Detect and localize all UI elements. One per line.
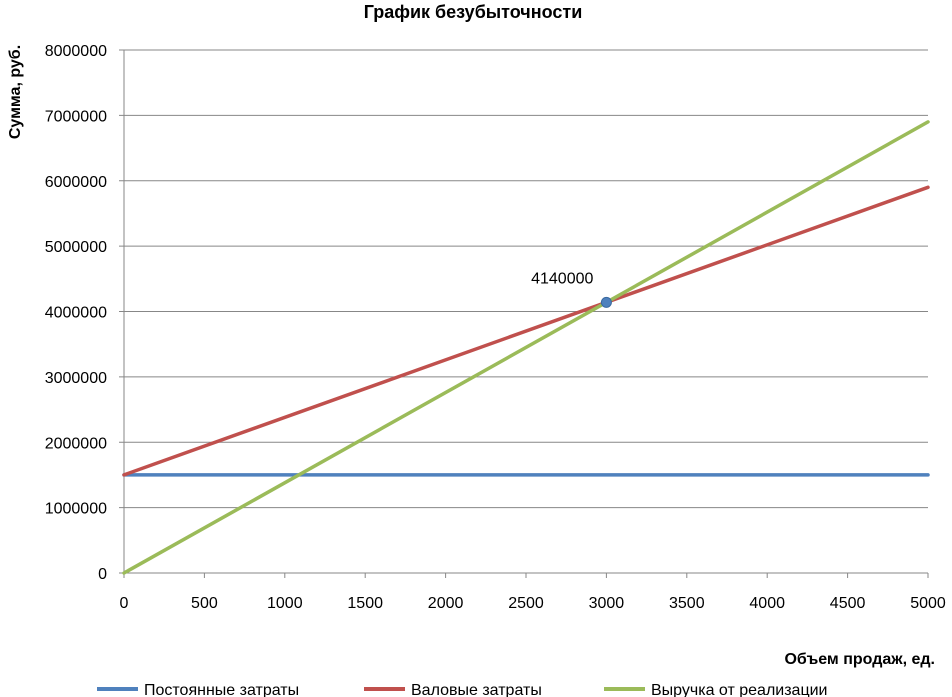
x-tick-label: 4000: [749, 595, 785, 612]
y-tick-label: 0: [98, 566, 107, 583]
y-tick-label: 3000000: [45, 370, 107, 387]
legend: Постоянные затраты Валовые затраты Выручка…: [97, 682, 827, 697]
y-tick-label: 2000000: [45, 435, 107, 452]
y-tick-label: 8000000: [45, 43, 107, 60]
x-tick-label: 3500: [669, 595, 705, 612]
x-tick-label: 4500: [830, 595, 866, 612]
y-tick-label: 5000000: [45, 239, 107, 256]
x-tick-labels: 0 500 1000 1500 2000 2500 3000 3500 4000 4500 5000: [120, 573, 946, 612]
y-tick-label: 4000000: [45, 305, 107, 322]
x-tick-label: 3000: [589, 595, 625, 612]
x-tick-label: 1000: [267, 595, 303, 612]
x-tick-label: 2500: [508, 595, 544, 612]
legend-label: Валовые затраты: [411, 682, 542, 697]
x-tick-label: 2000: [428, 595, 464, 612]
series-line-3: [122, 120, 930, 575]
x-tick-label: 500: [191, 595, 218, 612]
y-tick-label: 7000000: [45, 108, 107, 125]
break-even-marker: 4140000: [531, 270, 612, 308]
x-tick-label: 0: [120, 595, 129, 612]
y-tick-label: 1000000: [45, 501, 107, 518]
x-tick-label: 1500: [347, 595, 383, 612]
y-tick-labels: 0 1000000 2000000 3000000 4000000 5000000 6000…: [45, 43, 124, 583]
y-tick-label: 6000000: [45, 174, 107, 191]
legend-label: Выручка от реализации: [651, 682, 827, 697]
break-even-point: [600, 296, 612, 308]
x-axis-title: Объем продаж, ед.: [784, 651, 935, 668]
legend-label: Постоянные затраты: [144, 682, 299, 697]
break-even-label: 4140000: [531, 270, 593, 287]
series-line-2: [122, 185, 930, 477]
chart-title: График безубыточности: [364, 2, 583, 22]
y-axis-title: Сумма, руб.: [7, 45, 24, 139]
x-tick-label: 5000: [910, 595, 946, 612]
series-lines: [122, 120, 930, 575]
gridlines: [124, 49, 928, 509]
